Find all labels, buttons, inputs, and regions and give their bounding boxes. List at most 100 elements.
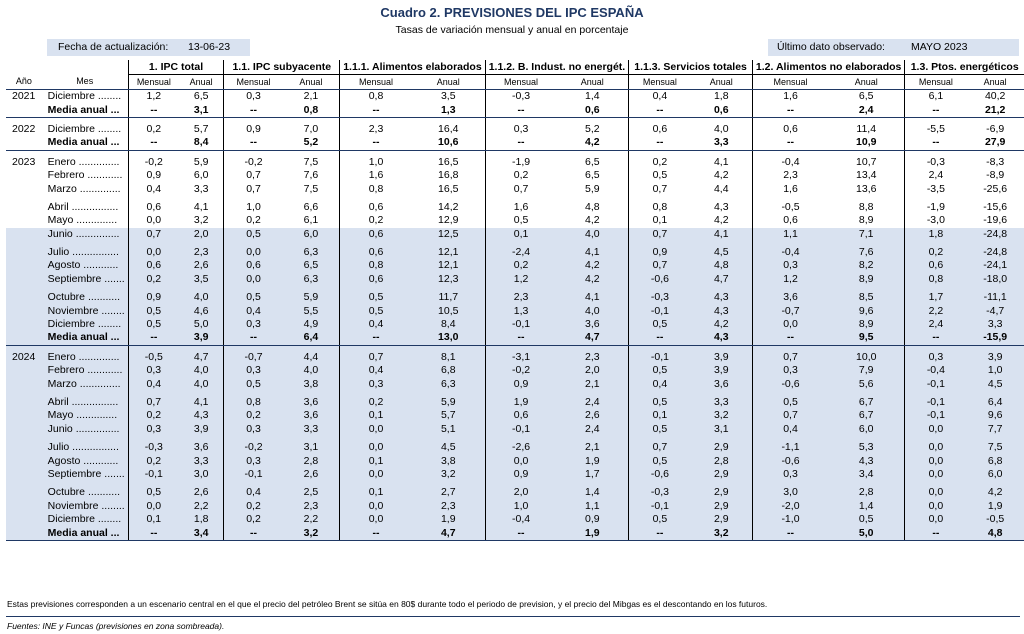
mensual-value: -0,7 bbox=[752, 304, 829, 318]
update-info-box: Fecha de actualización: 13-06-23 bbox=[47, 39, 250, 56]
anual-value: 4,1 bbox=[690, 227, 753, 241]
table-row: Abril ................ 0,7 4,1 0,8 3,6 0,2 5,9… bbox=[6, 395, 1024, 410]
mensual-header: Mensual bbox=[752, 74, 829, 90]
anual-value: 12,1 bbox=[411, 245, 486, 260]
mensual-value: 1,9 bbox=[485, 395, 557, 410]
anual-value: 5,7 bbox=[411, 409, 486, 423]
anual-value: 4,5 bbox=[966, 377, 1024, 391]
mensual-value: 0,3 bbox=[223, 317, 283, 332]
anual-value: 3,2 bbox=[690, 526, 753, 541]
month-cell: Marzo .............. bbox=[41, 377, 129, 391]
mensual-value: 0,8 bbox=[368, 182, 384, 195]
anual-value: 2,5 bbox=[282, 486, 341, 500]
anual-value: 8,4 bbox=[178, 136, 225, 151]
spacer-row bbox=[6, 286, 1024, 292]
mensual-value: 0,9 bbox=[128, 291, 179, 305]
year-cell bbox=[6, 364, 42, 378]
mensual-value: -0,1 bbox=[904, 409, 967, 423]
anual-value: 4,8 bbox=[556, 200, 630, 215]
anual-value: 6,4 bbox=[282, 331, 341, 346]
anual-value: 13,0 bbox=[411, 331, 486, 346]
anual-value: 8,1 bbox=[411, 350, 486, 365]
anual-value: 6,0 bbox=[828, 422, 906, 436]
spacer-row bbox=[6, 435, 1024, 441]
spacer-row bbox=[6, 345, 1024, 351]
anual-value: 27,9 bbox=[966, 136, 1024, 151]
mensual-value: -- bbox=[904, 136, 967, 151]
anual-value: 7,6 bbox=[282, 168, 341, 183]
month-cell: Febrero ............ bbox=[41, 168, 129, 183]
year-cell bbox=[6, 331, 42, 346]
mensual-value: -0,4 bbox=[904, 364, 967, 378]
table-title: Cuadro 2. PREVISIONES DEL IPC ESPAÑA bbox=[380, 5, 644, 20]
anual-value: 1,1 bbox=[556, 499, 630, 513]
anual-value: 4,1 bbox=[178, 395, 225, 410]
mensual-value: -3,0 bbox=[926, 214, 945, 227]
anual-value: 4,8 bbox=[966, 526, 1024, 541]
mensual-value: 1,6 bbox=[783, 182, 798, 195]
anual-value: 4,4 bbox=[690, 182, 753, 196]
mensual-value: 0,8 bbox=[652, 200, 668, 213]
spacer-row bbox=[6, 481, 1024, 487]
footer-rule bbox=[6, 616, 1020, 617]
anual-value: 4,2 bbox=[556, 214, 630, 228]
anual-value: 6,8 bbox=[411, 364, 486, 378]
anual-value: 11,4 bbox=[828, 122, 906, 137]
mensual-value: 0,2 bbox=[223, 499, 283, 513]
mensual-value: 0,5 bbox=[752, 395, 829, 410]
anual-value: 2,9 bbox=[690, 440, 753, 455]
anual-value: 2,6 bbox=[178, 486, 225, 500]
anual-value: 3,9 bbox=[966, 350, 1024, 365]
spacer-row bbox=[6, 390, 1024, 396]
anual-value: 5,9 bbox=[178, 155, 225, 169]
anual-value: -11,1 bbox=[966, 291, 1024, 305]
mensual-value: 0,6 bbox=[652, 122, 668, 135]
mensual-value: 2,3 bbox=[368, 122, 384, 135]
anual-value: 7,5 bbox=[282, 155, 341, 169]
anual-value: 6,3 bbox=[282, 272, 341, 287]
year-cell bbox=[6, 440, 42, 455]
mensual-value: 2,3 bbox=[783, 169, 798, 182]
anual-value: 4,1 bbox=[556, 245, 630, 260]
anual-value: 2,0 bbox=[178, 227, 225, 241]
mensual-value: 0,1 bbox=[339, 486, 412, 500]
mensual-value: 0,5 bbox=[223, 291, 283, 305]
mensual-value: -- bbox=[485, 526, 557, 541]
table-row: 2023 Enero .............. -0,2 5,9 -0,2 7,5 1,… bbox=[6, 155, 1024, 169]
anual-value: 3,8 bbox=[411, 454, 486, 468]
mensual-value: 0,0 bbox=[146, 214, 162, 227]
anual-value: 2,6 bbox=[556, 409, 630, 423]
mensual-value: 0,7 bbox=[628, 440, 691, 455]
anual-header: Anual bbox=[282, 74, 341, 90]
anual-value: 3,4 bbox=[178, 526, 225, 541]
anual-value: 3,3 bbox=[966, 317, 1024, 332]
anual-value: 6,7 bbox=[828, 409, 906, 423]
anual-value: 2,0 bbox=[556, 364, 630, 378]
month-cell: Media anual ... bbox=[41, 331, 129, 346]
anual-value: 4,7 bbox=[411, 526, 486, 541]
anual-value: 5,2 bbox=[556, 122, 630, 137]
mensual-value: -0,2 bbox=[485, 364, 557, 378]
mensual-value: -0,5 bbox=[781, 200, 800, 213]
mensual-value: 1,0 bbox=[368, 155, 384, 168]
mensual-value: 0,4 bbox=[146, 182, 162, 195]
mensual-value: 0,0 bbox=[339, 512, 412, 527]
mensual-value: 1,6 bbox=[513, 200, 529, 213]
year-cell bbox=[6, 103, 42, 118]
anual-value: 4,2 bbox=[966, 486, 1024, 500]
mensual-value: 0,5 bbox=[628, 317, 691, 332]
mensual-value: 0,2 bbox=[652, 155, 668, 168]
anual-value: 4,0 bbox=[178, 364, 225, 378]
year-cell bbox=[6, 304, 42, 318]
anual-header: Anual bbox=[178, 74, 225, 90]
mensual-value: 0,7 bbox=[628, 259, 691, 273]
anual-value: 2,9 bbox=[690, 499, 753, 513]
year-cell: 2024 bbox=[6, 350, 42, 365]
footnote: Estas previsiones corresponden a un esce… bbox=[7, 599, 768, 609]
mensual-value: -- bbox=[628, 103, 691, 118]
mensual-value: 0,3 bbox=[223, 364, 283, 378]
mensual-value: 0,3 bbox=[128, 364, 179, 378]
month-cell: Diciembre ........ bbox=[41, 317, 129, 332]
mensual-value: -- bbox=[752, 526, 829, 541]
mensual-value: 0,8 bbox=[339, 259, 412, 273]
